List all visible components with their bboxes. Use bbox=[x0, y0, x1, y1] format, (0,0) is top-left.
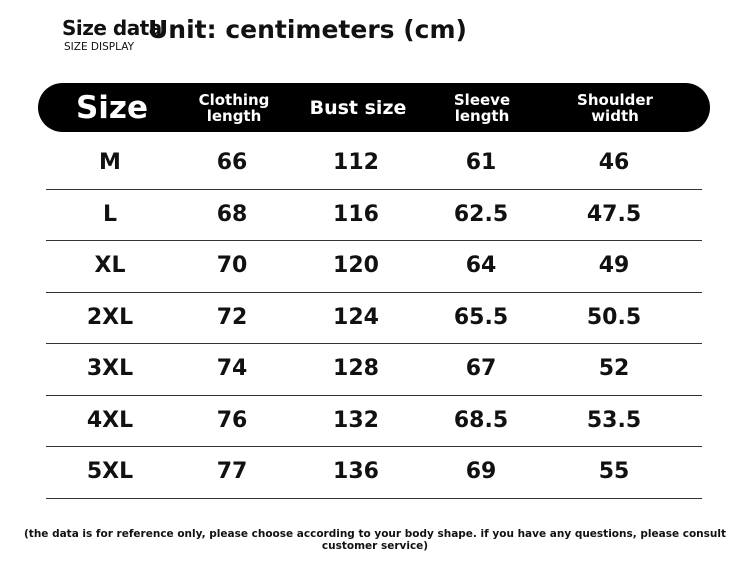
cell-shoulder-width: 47.5 bbox=[586, 201, 642, 227]
cell-clothing-length: 74 bbox=[216, 356, 248, 382]
cell-clothing-length: 70 bbox=[216, 253, 248, 279]
cell-sleeve-length: 69 bbox=[465, 459, 497, 485]
table-row: 5XL 77 136 69 55 bbox=[46, 446, 702, 499]
column-header-shoulder-width: Shoulder width bbox=[577, 90, 653, 125]
cell-size: XL bbox=[94, 253, 126, 279]
cell-shoulder-width: 52 bbox=[598, 356, 630, 382]
cell-sleeve-length: 68.5 bbox=[453, 407, 509, 433]
table-row: 4XL 76 132 68.5 53.5 bbox=[46, 395, 702, 447]
cell-bust-size: 124 bbox=[333, 304, 379, 330]
cell-sleeve-length: 64 bbox=[465, 253, 497, 279]
table-row: XL 70 120 64 49 bbox=[46, 240, 702, 293]
table-header: Size Clothing length Bust size Sleeve le… bbox=[38, 83, 710, 132]
cell-shoulder-width: 55 bbox=[598, 459, 630, 485]
cell-size: 3XL bbox=[86, 356, 134, 382]
column-header-clothing-length: Clothing length bbox=[198, 90, 270, 125]
table-row: M 66 112 61 46 bbox=[46, 137, 702, 190]
footer-note: (the data is for reference only, please … bbox=[24, 528, 726, 552]
cell-bust-size: 112 bbox=[333, 150, 379, 176]
cell-size: 4XL bbox=[86, 407, 134, 433]
title-size-data: Size data bbox=[62, 16, 162, 40]
cell-sleeve-length: 62.5 bbox=[453, 201, 509, 227]
column-header-bust-size: Bust size bbox=[309, 96, 407, 119]
cell-shoulder-width: 46 bbox=[598, 150, 630, 176]
cell-shoulder-width: 53.5 bbox=[586, 407, 642, 433]
cell-size: 2XL bbox=[86, 304, 134, 330]
table-row: 3XL 74 128 67 52 bbox=[46, 343, 702, 396]
cell-sleeve-length: 65.5 bbox=[453, 304, 509, 330]
cell-size: 5XL bbox=[86, 459, 134, 485]
cell-clothing-length: 66 bbox=[216, 150, 248, 176]
cell-bust-size: 128 bbox=[333, 356, 379, 382]
cell-shoulder-width: 49 bbox=[598, 253, 630, 279]
cell-bust-size: 136 bbox=[333, 459, 379, 485]
table-row: 2XL 72 124 65.5 50.5 bbox=[46, 292, 702, 344]
cell-clothing-length: 77 bbox=[216, 459, 248, 485]
cell-clothing-length: 76 bbox=[216, 407, 248, 433]
subtitle-size-display: SIZE DISPLAY bbox=[64, 41, 134, 53]
cell-shoulder-width: 50.5 bbox=[586, 304, 642, 330]
cell-bust-size: 116 bbox=[333, 201, 379, 227]
cell-size: M bbox=[99, 150, 121, 176]
cell-bust-size: 132 bbox=[333, 407, 379, 433]
cell-size: L bbox=[102, 201, 118, 227]
cell-bust-size: 120 bbox=[333, 253, 379, 279]
cell-sleeve-length: 67 bbox=[465, 356, 497, 382]
cell-sleeve-length: 61 bbox=[465, 150, 497, 176]
unit-label: Unit: centimeters (cm) bbox=[148, 15, 467, 44]
cell-clothing-length: 72 bbox=[216, 304, 248, 330]
cell-clothing-length: 68 bbox=[216, 201, 248, 227]
table-row: L 68 116 62.5 47.5 bbox=[46, 189, 702, 241]
column-header-sleeve-length: Sleeve length bbox=[453, 90, 511, 125]
column-header-size: Size bbox=[75, 89, 149, 126]
